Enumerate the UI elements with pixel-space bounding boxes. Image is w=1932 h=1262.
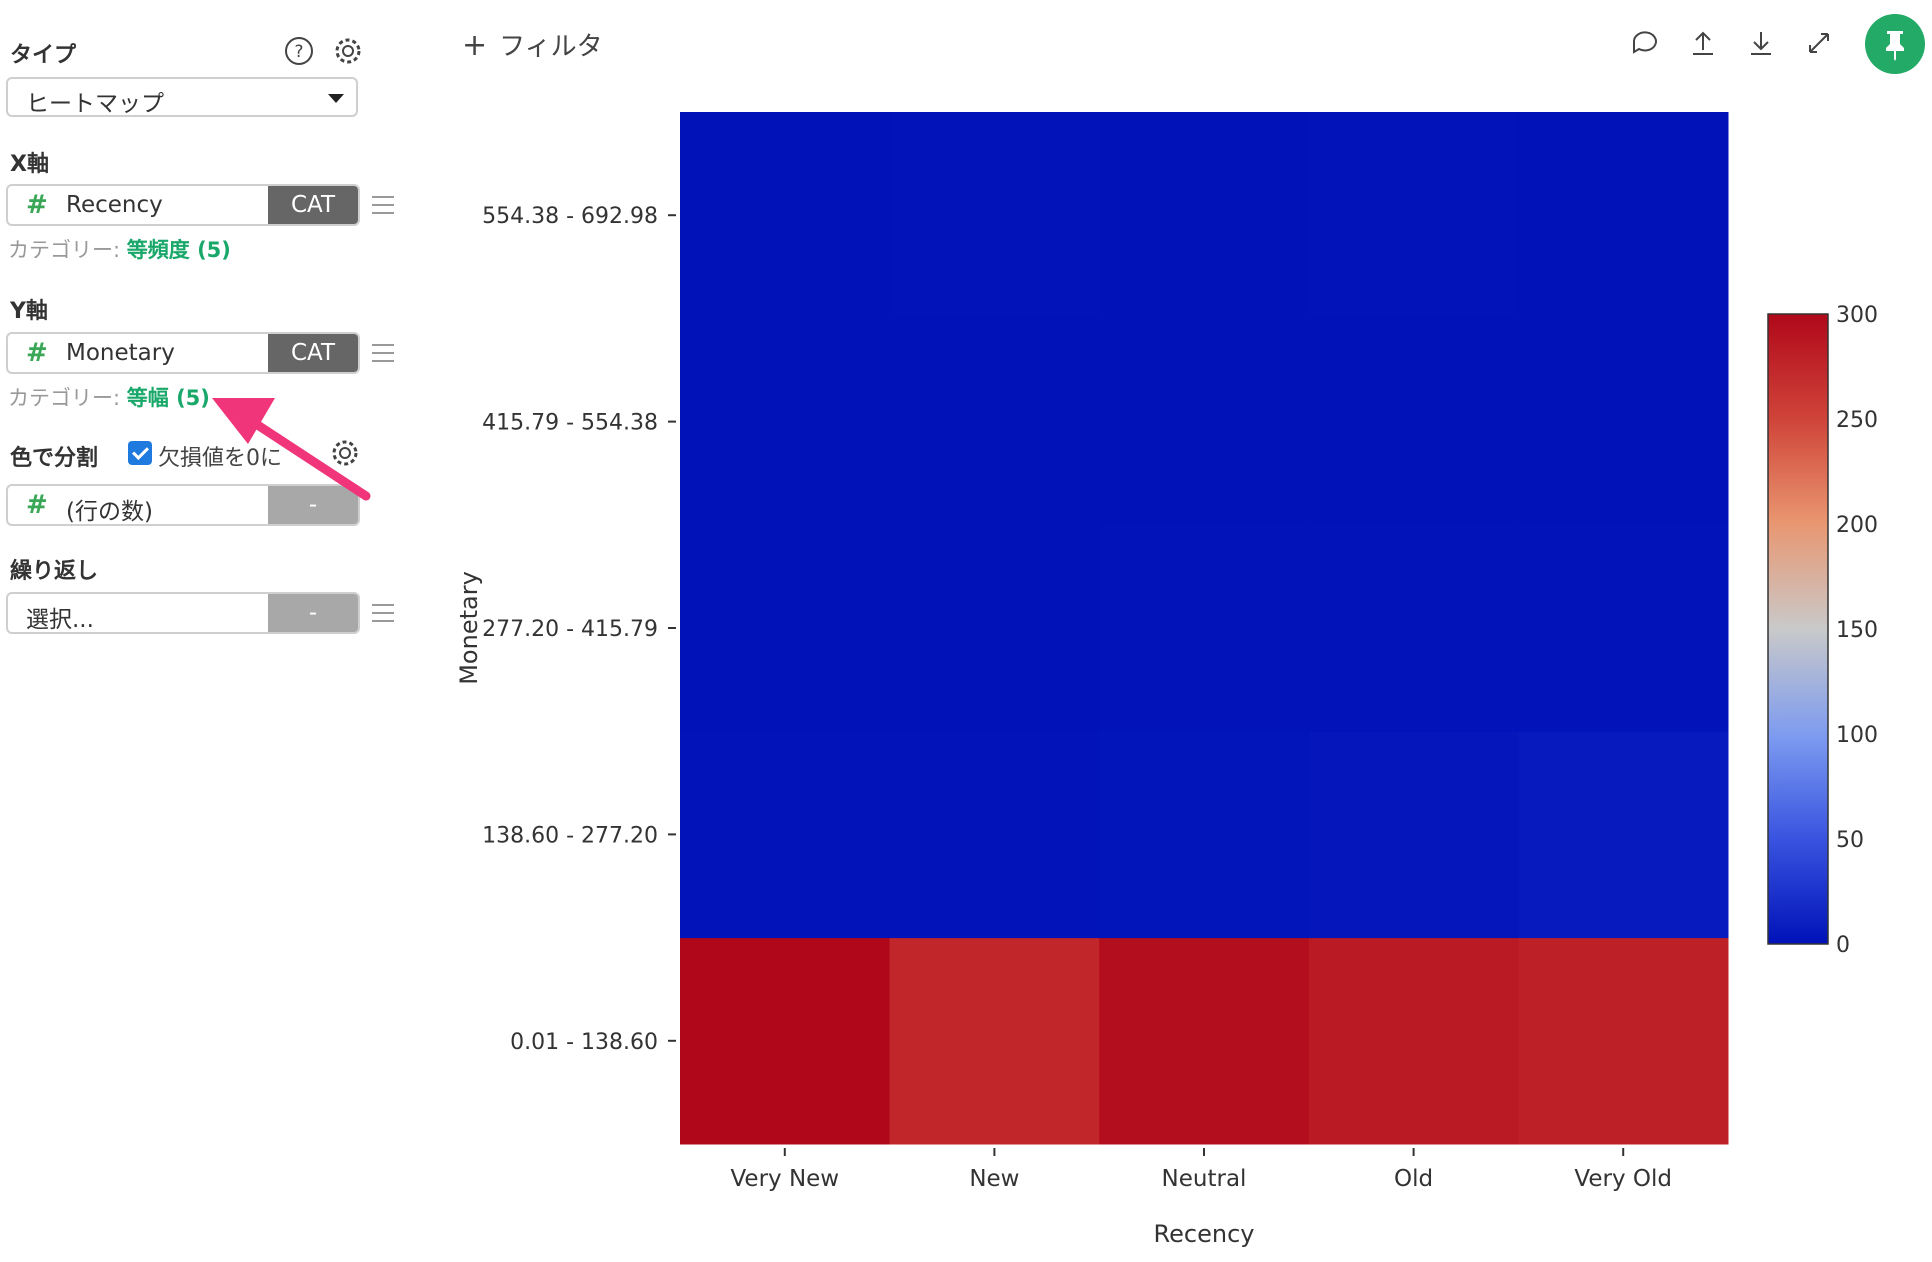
heatmap-cell [889,937,1100,1145]
heatmap-cell [680,318,891,526]
expand-icon[interactable] [1804,28,1834,58]
gear-icon[interactable] [333,36,363,66]
heatmap-cell [889,524,1100,732]
pin-button[interactable] [1865,14,1925,74]
y-tick-label: 0.01 - 138.60 [510,1030,658,1055]
y-axis-label: Y軸 [10,299,48,324]
y-tick-label: 415.79 - 554.38 [482,411,658,436]
heatmap-cell [1308,318,1519,526]
y-axis-menu-icon[interactable] [372,344,394,362]
x-tick-label: Neutral [1162,1166,1247,1192]
colorbar-tick-label: 0 [1836,933,1850,958]
repeat-menu-icon[interactable] [372,604,394,622]
colorbar-tick-label: 300 [1836,303,1878,328]
heatmap-cell [1308,524,1519,732]
heatmap-cell [680,731,891,939]
y-axis-category: カテゴリー: 等幅 (5) [8,382,210,412]
color-gear-icon[interactable] [330,438,360,468]
y-axis-category-prefix: カテゴリー: [8,386,127,410]
x-axis-category-link[interactable]: 等頻度 (5) [126,238,231,262]
heatmap-cell [680,112,891,319]
download-icon[interactable] [1746,28,1776,58]
color-field[interactable]: # (行の数) - [6,484,360,526]
color-field-name: (行の数) [66,499,153,525]
heatmap-cell [680,524,891,732]
colorbar-tick-label: 50 [1836,828,1864,853]
missing-as-zero-label: 欠損値を0に [158,446,282,471]
colorbar-tick-label: 200 [1836,513,1878,538]
x-axis-field[interactable]: # Recency CAT [6,184,360,226]
repeat-type-tag[interactable]: - [268,594,358,632]
y-axis-field-name: Monetary [66,340,175,366]
help-icon[interactable]: ? [284,36,314,66]
number-type-icon: # [26,338,48,368]
heatmap-cell [1099,524,1310,732]
y-axis-field[interactable]: # Monetary CAT [6,332,360,374]
y-tick-label: 554.38 - 692.98 [482,204,658,229]
x-tick-label: Old [1394,1166,1433,1192]
heatmap-cell [1518,318,1729,526]
colorbar [1767,313,1829,945]
chevron-down-icon [328,94,344,103]
y-tick-label: 277.20 - 415.79 [482,617,658,642]
heatmap-cell [680,937,891,1145]
y-axis-type-tag[interactable]: CAT [268,334,358,372]
heatmap-cell [1308,112,1519,319]
add-filter-label: フィルタ [499,32,603,62]
missing-as-zero-checkbox[interactable] [128,441,152,465]
colorbar-tick-label: 250 [1836,408,1878,433]
heatmap-cell [1099,731,1310,939]
color-label: 色で分割 [10,446,99,471]
repeat-label: 繰り返し [10,559,99,584]
upload-icon[interactable] [1688,28,1718,58]
add-filter-button[interactable]: + フィルタ [462,26,603,63]
x-tick-label: New [969,1166,1019,1192]
y-axis-title: Monetary [455,571,483,685]
number-type-icon: # [26,190,48,220]
type-label: タイプ [10,43,77,68]
heatmap-cell [1099,937,1310,1145]
x-axis-field-name: Recency [66,192,163,218]
color-type-tag[interactable]: - [268,486,358,524]
y-tick-label: 138.60 - 277.20 [482,823,658,848]
type-select-value: ヒートマップ [26,91,164,117]
svg-text:?: ? [294,42,303,62]
number-type-icon: # [26,490,48,520]
x-axis-type-tag[interactable]: CAT [268,186,358,224]
sidebar: タイプ ? ヒートマップ X軸 # Recency CAT カテゴリー: 等頻度… [0,0,394,1262]
repeat-placeholder: 選択... [26,607,94,633]
type-select[interactable]: ヒートマップ [6,77,358,117]
heatmap-cell [1518,524,1729,732]
heatmap-cell [1308,731,1519,939]
heatmap-cell [1099,318,1310,526]
heatmap-cell [1518,937,1729,1145]
pin-icon [1886,31,1904,61]
x-axis-menu-icon[interactable] [372,196,394,214]
heatmap-cell [1518,112,1729,319]
y-axis-category-link[interactable]: 等幅 (5) [126,386,210,410]
colorbar-tick-label: 100 [1836,723,1878,748]
x-axis-label: X軸 [10,152,49,177]
heatmap-cell [889,731,1100,939]
x-tick-label: Very Old [1574,1166,1672,1192]
x-axis-title: Recency [1154,1220,1255,1248]
heatmap-cell [889,112,1100,319]
repeat-field[interactable]: 選択... - [6,592,360,634]
heatmap-cell [889,318,1100,526]
heatmap-cell [1099,112,1310,319]
plus-icon: + [462,28,488,63]
x-axis-category: カテゴリー: 等頻度 (5) [8,234,231,264]
x-axis-category-prefix: カテゴリー: [8,238,127,262]
heatmap-cell [1518,731,1729,939]
colorbar-tick-label: 150 [1836,618,1878,643]
comment-icon[interactable] [1630,28,1660,58]
x-tick-label: Very New [730,1166,839,1192]
heatmap-cell [1308,937,1519,1145]
